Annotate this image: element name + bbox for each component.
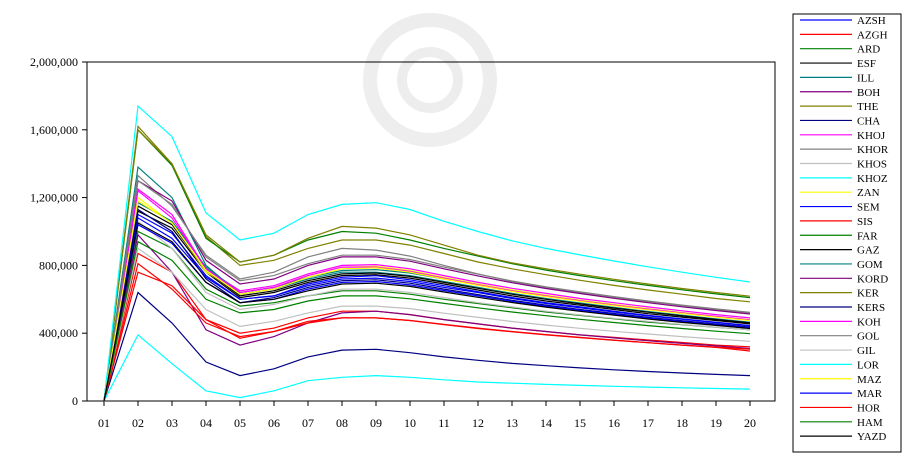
legend-label-azsh: AZSH <box>857 15 886 27</box>
legend-label-the: THE <box>857 101 879 113</box>
legend-label-far: FAR <box>857 230 878 242</box>
series-line-sem <box>103 216 751 402</box>
legend-label-ard: ARD <box>857 44 880 56</box>
legend-label-sis: SIS <box>857 216 873 228</box>
series-line-ker <box>103 128 751 402</box>
series-line-kord <box>103 179 751 402</box>
legend-label-zan: ZAN <box>857 187 880 199</box>
x-tick-label: 01 <box>98 416 110 430</box>
series-line-lor <box>103 104 751 402</box>
legend-label-yazd: YAZD <box>857 431 886 443</box>
y-axis: 0 400,000 800,000 1,200,000 1,600,000 2,000,0… <box>30 55 87 408</box>
x-tick-label: 04 <box>200 416 212 430</box>
legend-label-gil: GIL <box>857 345 876 357</box>
series-line-esf <box>103 210 751 402</box>
series-line-koh <box>103 189 751 402</box>
series-line-ard <box>103 230 751 402</box>
series-line-ill <box>103 165 751 402</box>
x-tick-label: 08 <box>336 416 348 430</box>
x-tick-label: 10 <box>404 416 416 430</box>
x-tick-label: 09 <box>370 416 382 430</box>
series-line-yazd <box>103 222 751 402</box>
x-axis: 01 02 03 04 05 06 07 08 09 10 11 12 13 14 15 16 17 18 19 20 <box>98 401 756 430</box>
legend-label-khos: KHOS <box>857 159 887 171</box>
x-tick-label: 20 <box>744 416 756 430</box>
plot-area-frame <box>86 61 776 402</box>
x-tick-label: 16 <box>608 416 620 430</box>
y-tick-label: 800,000 <box>39 258 78 272</box>
legend-label-khoz: KHOZ <box>857 173 888 185</box>
x-tick-label: 15 <box>574 416 586 430</box>
x-tick-label: 12 <box>472 416 484 430</box>
watermark-emblem <box>363 13 497 147</box>
legend-label-hor: HOR <box>857 402 881 414</box>
series-line-khoz <box>103 333 751 402</box>
series-lines <box>103 104 751 402</box>
legend-label-kers: KERS <box>857 302 885 314</box>
x-tick-label: 17 <box>642 416 654 430</box>
x-tick-label: 07 <box>302 416 314 430</box>
legend-label-esf: ESF <box>857 58 876 70</box>
legend-label-koh: KOH <box>857 316 881 328</box>
legend-label-ill: ILL <box>857 72 874 84</box>
x-tick-label: 02 <box>132 416 144 430</box>
x-tick-label: 18 <box>676 416 688 430</box>
y-tick-label: 1,600,000 <box>30 123 78 137</box>
legend-label-gaz: GAZ <box>857 245 880 257</box>
y-tick-label: 2,000,000 <box>30 55 78 69</box>
legend-label-ham: HAM <box>857 417 883 429</box>
series-line-the <box>103 125 751 402</box>
series-line-far <box>103 128 751 402</box>
x-tick-label: 05 <box>234 416 246 430</box>
legend-label-azgh: AZGH <box>857 29 888 41</box>
legend-label-kord: KORD <box>857 273 888 285</box>
legend-label-cha: CHA <box>857 115 880 127</box>
x-tick-label: 11 <box>438 416 450 430</box>
x-tick-label: 03 <box>166 416 178 430</box>
series-line-hor <box>103 271 751 402</box>
legend-label-khor: KHOR <box>857 144 889 156</box>
legend-label-mar: MAR <box>857 388 883 400</box>
series-line-cha <box>103 291 751 402</box>
legend: AZSH AZGH ARD ESF ILL BOH THE CHA KHOJ KHOR KHOS KH… <box>792 13 902 453</box>
series-line-boh <box>103 233 751 402</box>
legend-label-lor: LOR <box>857 359 880 371</box>
series-line-gol <box>103 179 751 402</box>
legend-label-boh: BOH <box>857 87 880 99</box>
legend-label-maz: MAZ <box>857 374 882 386</box>
x-tick-label: 14 <box>540 416 552 430</box>
y-tick-label: 1,200,000 <box>30 191 78 205</box>
legend-label-gol: GOL <box>857 331 880 343</box>
series-line-kers <box>103 208 751 402</box>
y-tick-label: 0 <box>72 394 78 408</box>
series-line-gil <box>103 247 751 402</box>
x-tick-label: 13 <box>506 416 518 430</box>
x-tick-label: 06 <box>268 416 280 430</box>
legend-label-khoj: KHOJ <box>857 130 886 142</box>
series-line-khos <box>103 220 751 402</box>
y-tick-label: 400,000 <box>39 326 78 340</box>
series-line-khor <box>103 174 751 402</box>
legend-frame <box>792 13 902 453</box>
series-line-maz <box>103 200 751 402</box>
legend-label-gom: GOM <box>857 259 883 271</box>
legend-label-sem: SEM <box>857 202 880 214</box>
legend-label-ker: KER <box>857 288 880 300</box>
series-line-ham <box>103 240 751 402</box>
x-tick-label: 19 <box>710 416 722 430</box>
